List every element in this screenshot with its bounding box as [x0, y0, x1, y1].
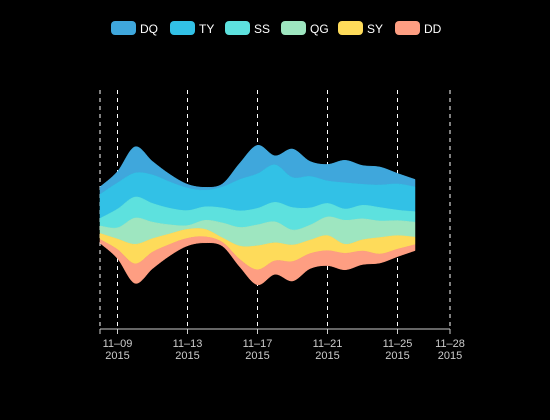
x-tick-label-year: 2015: [245, 350, 269, 362]
legend-item-qg[interactable]: QG: [281, 21, 329, 36]
x-tick-label: 11–17: [243, 338, 273, 350]
x-tick-label: 11–25: [383, 338, 413, 350]
x-tick-label-year: 2015: [175, 350, 199, 362]
legend-item-ty[interactable]: TY: [170, 21, 214, 36]
legend-label: TY: [199, 22, 214, 36]
x-tick-label-year: 2015: [105, 350, 129, 362]
legend-label: QG: [310, 22, 329, 36]
legend-swatch: [395, 21, 420, 35]
legend-swatch: [170, 21, 195, 35]
x-tick-label: 11–21: [313, 338, 343, 350]
legend-swatch: [281, 21, 306, 35]
legend-label: DQ: [140, 22, 158, 36]
x-tick-label-year: 2015: [385, 350, 409, 362]
legend-label: SS: [254, 22, 270, 36]
legend-label: DD: [424, 22, 442, 36]
legend-item-ss[interactable]: SS: [225, 21, 270, 36]
x-tick-label: 11–28: [435, 338, 465, 350]
legend: DQ TY SS QG SY DD: [111, 21, 442, 36]
x-tick-label-year: 2015: [315, 350, 339, 362]
legend-item-sy[interactable]: SY: [338, 21, 383, 36]
legend-swatch: [111, 21, 136, 35]
stream-layers: [99, 145, 416, 286]
x-tick-label: 11–13: [173, 338, 203, 350]
legend-item-dq[interactable]: DQ: [111, 21, 158, 36]
stream-layer-dd[interactable]: [99, 236, 416, 286]
legend-label: SY: [367, 22, 383, 36]
legend-item-dd[interactable]: DD: [395, 21, 442, 36]
x-axis: 11–09201511–13201511–17201511–21201511–2…: [99, 328, 465, 362]
legend-swatch: [338, 21, 363, 35]
x-tick-label: 11–09: [103, 338, 133, 350]
x-tick-label-year: 2015: [438, 350, 462, 362]
legend-swatch: [225, 21, 250, 35]
